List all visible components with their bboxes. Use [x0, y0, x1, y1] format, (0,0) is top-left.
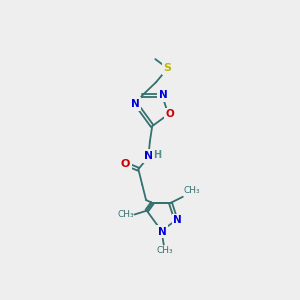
Text: N: N	[158, 226, 167, 237]
Text: N: N	[159, 90, 167, 100]
Text: O: O	[166, 110, 174, 119]
Text: N: N	[131, 99, 140, 109]
Text: H: H	[153, 150, 161, 160]
Text: O: O	[121, 159, 130, 169]
Text: N: N	[144, 151, 153, 161]
Text: S: S	[164, 63, 172, 73]
Text: CH₃: CH₃	[117, 210, 134, 219]
Text: CH₃: CH₃	[156, 246, 173, 255]
Text: CH₃: CH₃	[184, 186, 200, 195]
Text: N: N	[173, 215, 182, 225]
